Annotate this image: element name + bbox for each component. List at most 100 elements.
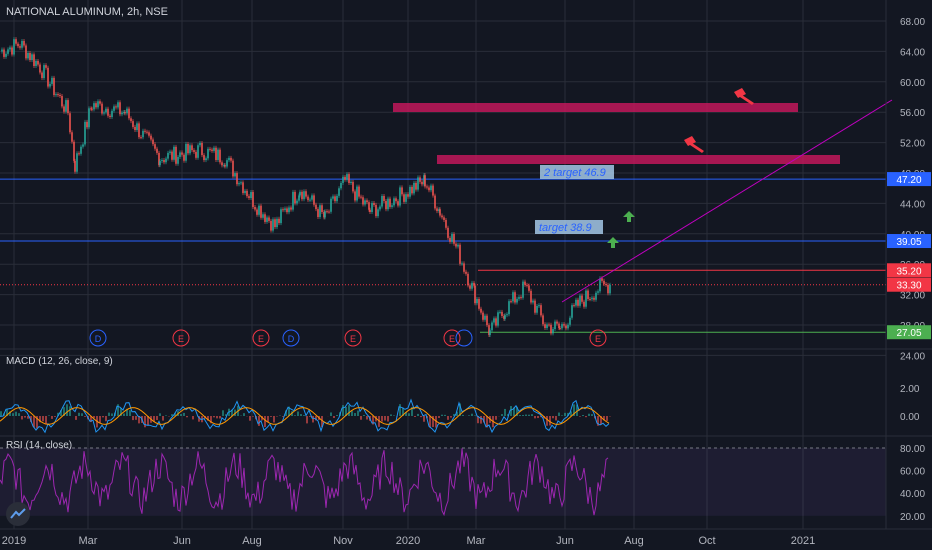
candle-body: [301, 191, 303, 200]
candle-body: [579, 295, 581, 306]
candle-body: [187, 143, 189, 154]
macd-histogram-bar: [390, 414, 392, 416]
candle-body: [512, 292, 514, 302]
candle-body: [67, 100, 69, 114]
candle-body: [417, 177, 419, 190]
candle-body: [371, 203, 373, 213]
candle-body: [288, 207, 290, 213]
price-tick-label: 44.00: [900, 199, 925, 210]
candle-body: [395, 198, 397, 202]
candle-body: [51, 77, 53, 84]
candle-body: [383, 195, 385, 202]
candle-body: [262, 214, 264, 218]
macd-histogram-bar: [342, 405, 344, 416]
candle-body: [286, 208, 288, 213]
macd-tick-label: 0.00: [900, 412, 920, 423]
candle-body: [445, 219, 447, 228]
candle-body: [397, 201, 399, 206]
event-marker: [589, 329, 607, 347]
price-tick-label: 56.00: [900, 108, 925, 119]
candle-body: [95, 103, 97, 108]
candle-body: [228, 157, 230, 161]
macd-histogram-bar: [345, 406, 347, 416]
tradingview-logo-icon[interactable]: [6, 502, 30, 526]
candle-body: [441, 215, 443, 218]
candle-body: [282, 209, 284, 211]
candle-body: [130, 118, 132, 122]
candle-body: [413, 182, 415, 194]
candle-body: [107, 108, 109, 116]
candle-body: [510, 301, 512, 303]
time-tick-label: Mar: [79, 535, 98, 547]
candle-body: [368, 202, 370, 210]
candle-body: [185, 143, 187, 161]
candle-body: [154, 144, 156, 149]
macd-histogram-bar: [33, 416, 35, 428]
macd-histogram-bar: [429, 416, 431, 428]
candle-body: [260, 205, 262, 218]
candle-body: [86, 121, 88, 128]
candle-body: [491, 322, 493, 331]
candle-body: [575, 299, 577, 306]
candle-body: [571, 305, 573, 318]
macd-histogram-bar: [84, 416, 86, 417]
macd-histogram-bar: [351, 411, 353, 416]
candle-body: [203, 155, 205, 161]
horizontal-levels: [0, 178, 886, 333]
candle-body: [224, 165, 226, 167]
candle-body: [465, 271, 467, 274]
candle-body: [27, 52, 29, 59]
macd-histogram-bar: [438, 416, 440, 418]
event-marker: [89, 329, 107, 347]
macd-histogram-bar: [462, 414, 464, 416]
candle-body: [126, 108, 128, 114]
macd-histogram-bar: [63, 407, 65, 416]
candle-body: [29, 52, 31, 61]
macd-histogram-bar: [225, 414, 227, 416]
macd-histogram-bar: [366, 416, 368, 420]
macd-histogram-bar: [579, 416, 581, 417]
candle-body: [175, 146, 177, 164]
event-marker-label: E: [449, 334, 455, 344]
macd-histogram-bar: [120, 407, 122, 416]
macd-histogram-bar: [534, 416, 536, 419]
candle-body: [256, 209, 258, 215]
candle-body: [522, 281, 524, 298]
price-tick-label: 68.00: [900, 17, 925, 28]
macd-histogram-bar: [9, 411, 11, 416]
candle-body: [332, 196, 334, 199]
candle-body: [387, 198, 389, 210]
candle-body: [163, 160, 165, 163]
macd-histogram-bar: [501, 414, 503, 416]
candle-body: [518, 297, 520, 299]
macd-histogram-bar: [282, 416, 284, 417]
candle-body: [463, 263, 465, 272]
candle-body: [514, 292, 516, 303]
macd-histogram-bar: [54, 416, 56, 417]
candle-body: [350, 181, 352, 183]
macd-histogram-bar: [30, 416, 32, 423]
candle-body: [528, 285, 530, 291]
candle-body: [33, 54, 35, 66]
candle-body: [336, 195, 338, 202]
macd-histogram-bar: [315, 416, 317, 421]
macd-histogram-bar: [570, 411, 572, 416]
candle-body: [467, 273, 469, 286]
candle-body: [199, 142, 201, 146]
macd-histogram-bar: [567, 412, 569, 416]
rsi-band: [0, 448, 886, 516]
candle-body: [191, 145, 193, 151]
macd-histogram-bar: [507, 414, 509, 416]
candle-body: [142, 130, 144, 138]
candle-body: [330, 198, 332, 212]
candle-body: [474, 285, 476, 304]
candle-body: [74, 160, 76, 172]
macd-histogram-bar: [207, 416, 209, 421]
candle-body: [315, 204, 317, 210]
macd-histogram-bar: [393, 415, 395, 416]
candle-body: [542, 315, 544, 325]
macd-histogram-bar: [522, 414, 524, 416]
macd-histogram-bar: [273, 416, 275, 423]
macd-histogram-bar: [69, 406, 71, 416]
